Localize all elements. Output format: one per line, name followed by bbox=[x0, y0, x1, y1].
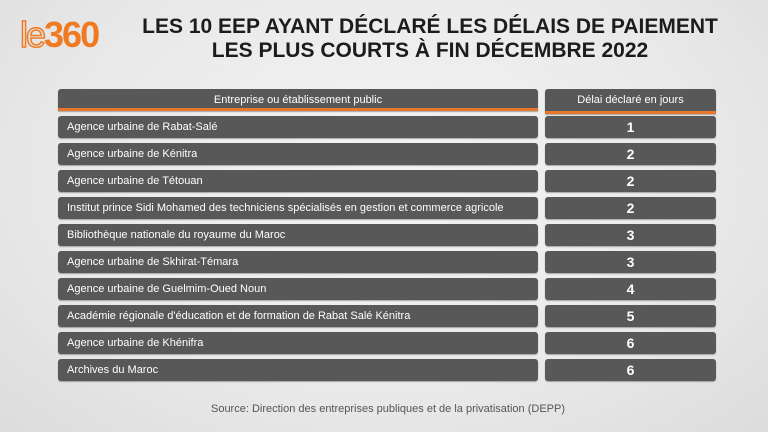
days-value: 2 bbox=[545, 170, 716, 192]
entity-name: Institut prince Sidi Mohamed des technic… bbox=[58, 197, 538, 219]
days-value: 4 bbox=[545, 278, 716, 300]
entity-name: Archives du Maroc bbox=[58, 359, 538, 381]
days-value: 6 bbox=[545, 359, 716, 381]
title-line-1: LES 10 EEP AYANT DÉCLARÉ LES DÉLAIS DE P… bbox=[142, 15, 718, 38]
le360-logo: le360 bbox=[19, 13, 100, 56]
table-row: Académie régionale d'éducation et de for… bbox=[58, 305, 716, 327]
table-row: Agence urbaine de Guelmim-Oued Noun 4 bbox=[58, 278, 716, 300]
table-row: Agence urbaine de Kénitra 2 bbox=[58, 143, 716, 165]
days-value: 6 bbox=[545, 332, 716, 354]
days-value: 2 bbox=[545, 143, 716, 165]
table-row: Agence urbaine de Skhirat-Témara 3 bbox=[58, 251, 716, 273]
entity-name: Agence urbaine de Kénitra bbox=[58, 143, 538, 165]
title-line-2: LES PLUS COURTS À FIN DÉCEMBRE 2022 bbox=[211, 39, 649, 62]
entity-name: Académie régionale d'éducation et de for… bbox=[58, 305, 538, 327]
table-row: Archives du Maroc 6 bbox=[58, 359, 716, 381]
header-entity: Entreprise ou établissement public bbox=[58, 89, 538, 111]
source-note: Source: Direction des entreprises publiq… bbox=[210, 403, 565, 415]
table-row: Agence urbaine de Tétouan 2 bbox=[58, 170, 716, 192]
table-row: Institut prince Sidi Mohamed des technic… bbox=[58, 197, 716, 219]
days-value: 5 bbox=[545, 305, 716, 327]
entity-name: Agence urbaine de Guelmim-Oued Noun bbox=[58, 278, 538, 300]
entity-name: Agence urbaine de Rabat-Salé bbox=[58, 116, 538, 138]
header-days: Délai déclaré en jours bbox=[545, 89, 716, 114]
days-value: 2 bbox=[545, 197, 716, 219]
table-header: Entreprise ou établissement public Délai… bbox=[58, 89, 716, 114]
entity-name: Agence urbaine de Skhirat-Témara bbox=[58, 251, 538, 273]
days-value: 1 bbox=[545, 116, 716, 138]
entity-name: Agence urbaine de Khénifra bbox=[58, 332, 538, 354]
page-title: LES 10 EEP AYANT DÉCLARÉ LES DÉLAIS DE P… bbox=[130, 15, 730, 63]
days-value: 3 bbox=[545, 251, 716, 273]
days-value: 3 bbox=[545, 224, 716, 246]
table-row: Bibliothèque nationale du royaume du Mar… bbox=[58, 224, 716, 246]
table-row: Agence urbaine de Rabat-Salé 1 bbox=[58, 116, 716, 138]
entity-name: Bibliothèque nationale du royaume du Mar… bbox=[58, 224, 538, 246]
table-row: Agence urbaine de Khénifra 6 bbox=[58, 332, 716, 354]
entity-name: Agence urbaine de Tétouan bbox=[58, 170, 538, 192]
